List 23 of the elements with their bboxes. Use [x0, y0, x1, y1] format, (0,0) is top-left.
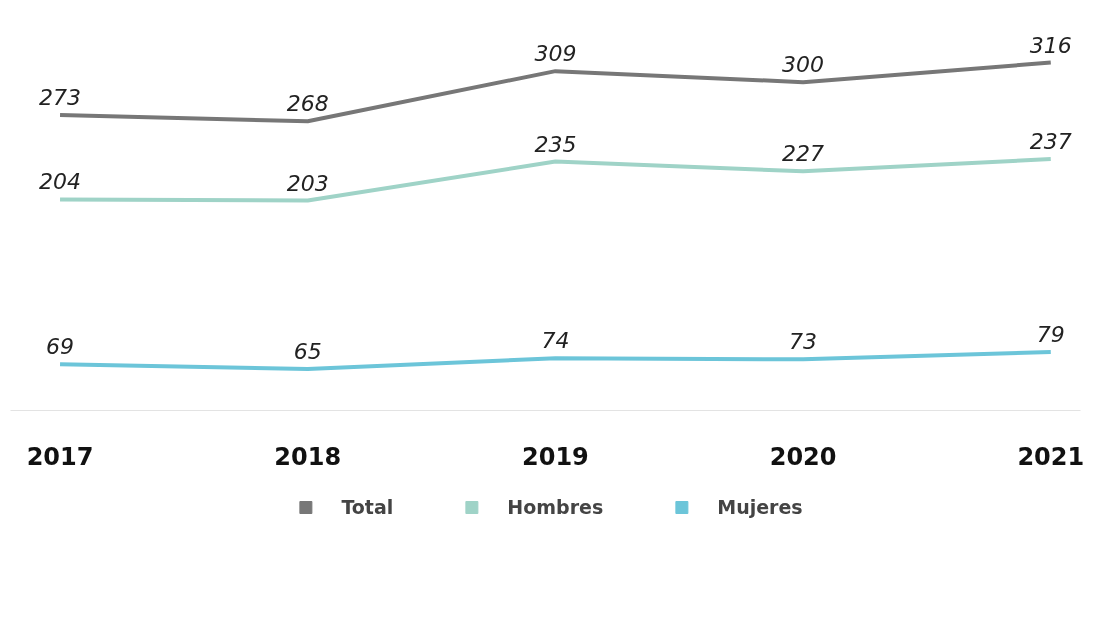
x-tick-label: 2017	[26, 442, 94, 471]
legend-label: Mujeres	[717, 496, 803, 518]
data-label: 74	[541, 328, 570, 354]
data-label: 204	[39, 169, 82, 195]
data-label: 316	[1029, 32, 1072, 58]
x-tick-label: 2021	[1017, 442, 1085, 471]
data-label: 309	[534, 41, 577, 67]
data-label: 79	[1036, 322, 1065, 348]
data-label: 273	[39, 85, 82, 111]
data-label: 268	[286, 91, 329, 117]
data-label: 69	[46, 334, 75, 360]
x-tick-label: 2018	[274, 442, 342, 471]
x-tick-label: 2019	[522, 442, 589, 471]
x-tick-label: 2020	[769, 442, 837, 471]
data-label: 203	[286, 170, 329, 196]
legend-label: Total	[341, 496, 394, 518]
data-label: 73	[789, 329, 818, 355]
data-label: 237	[1029, 129, 1072, 155]
data-label: 65	[293, 339, 322, 365]
data-label: 300	[782, 52, 825, 78]
data-label: 227	[782, 141, 825, 167]
legend-label: Hombres	[507, 496, 604, 518]
data-label: 235	[534, 131, 577, 157]
